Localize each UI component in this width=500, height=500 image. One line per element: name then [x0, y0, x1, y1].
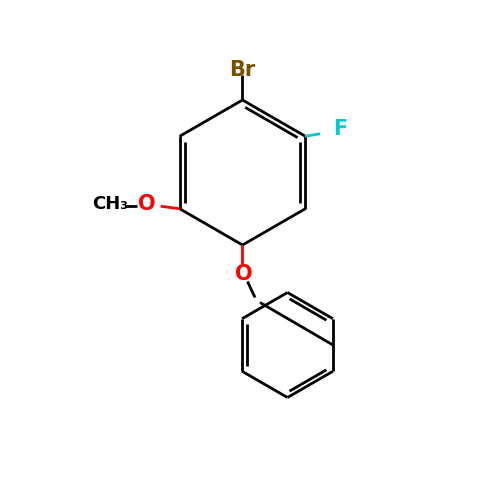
Text: O: O	[234, 264, 252, 283]
Text: Br: Br	[230, 60, 256, 80]
Text: O: O	[138, 194, 156, 214]
Text: CH₃: CH₃	[92, 195, 128, 213]
Text: F: F	[333, 119, 347, 139]
